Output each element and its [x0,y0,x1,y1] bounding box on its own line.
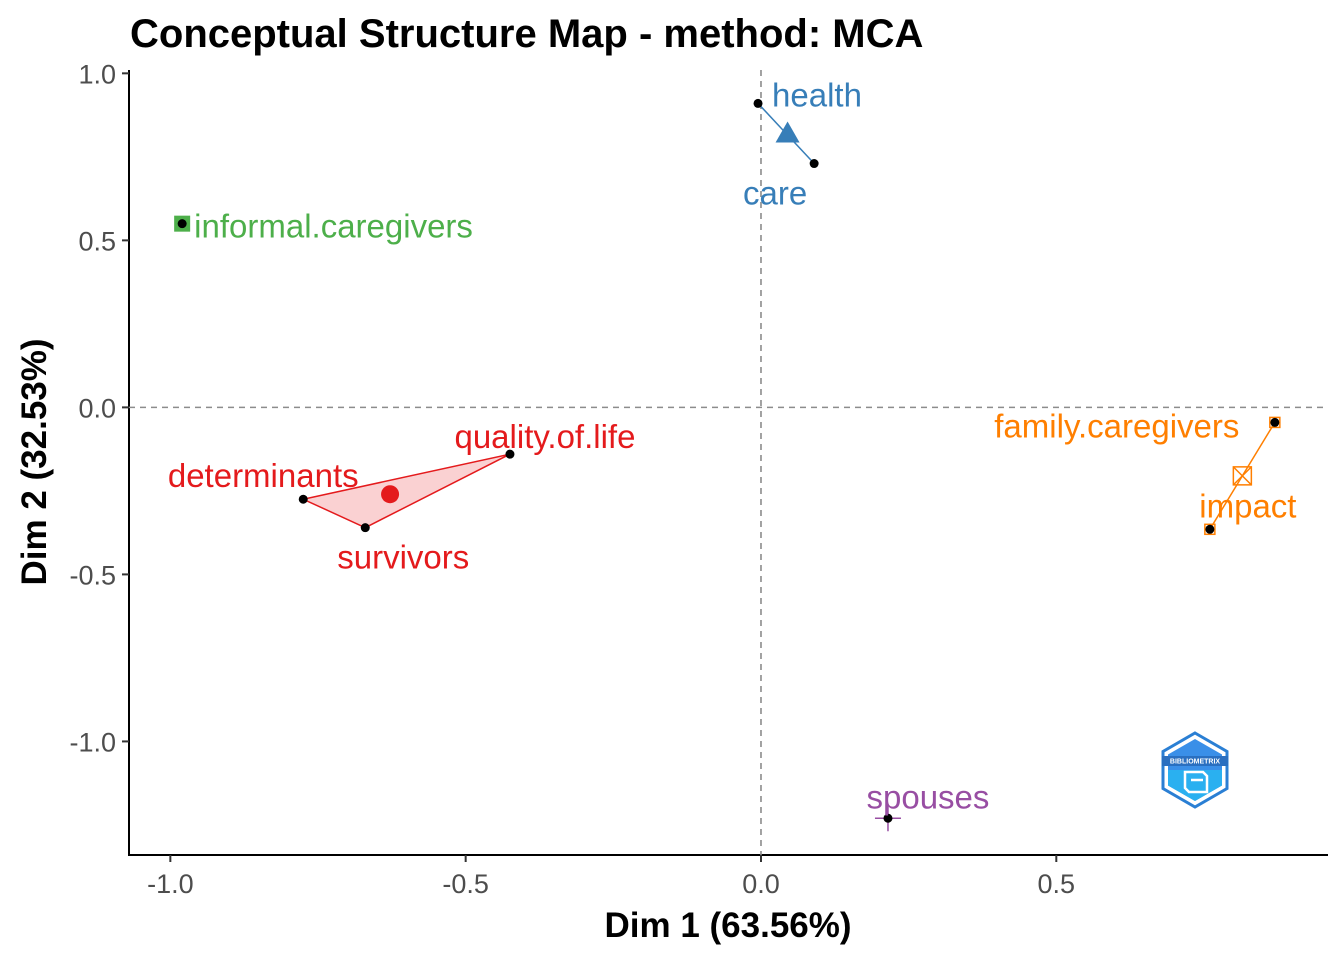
data-point [360,523,370,533]
data-point-frame [1204,523,1216,536]
y-tick-label: 0.0 [78,393,116,423]
y-tick-label: -0.5 [69,560,116,590]
point-label: care [743,175,807,212]
data-point-frame [1269,416,1281,429]
cluster-centroid-x-2 [1232,466,1252,486]
cluster: health care [743,76,862,211]
bibliometrix-logo: BIBLIOMETRIX [1161,731,1229,809]
x-tick-label: -0.5 [442,869,489,899]
logo-text: BIBLIOMETRIX [1170,759,1220,766]
logo-banner [1162,756,1228,766]
point-label: health [772,76,862,113]
data-point [883,813,893,823]
data-point [298,494,308,504]
cluster: informal.caregivers [174,208,473,245]
y-axis-ticks: 1.0 0.5 0.0 -0.5 -1.0 [69,59,129,757]
point-label: survivors [337,539,469,576]
x-axis-ticks: -1.0 -0.5 0.0 0.5 [147,855,1075,899]
x-tick-label: -1.0 [147,869,194,899]
chart-title: Conceptual Structure Map - method: MCA [130,12,923,56]
x-tick-label: 0.0 [742,869,780,899]
point-label: spouses [867,778,990,815]
point-label: impact [1199,487,1296,524]
clusters: quality.of.life determinants survivors heal… [168,76,1296,832]
data-point [1270,417,1280,427]
x-axis-title: Dim 1 (63.56%) [604,906,851,945]
cluster-centroid-triangle [775,121,800,143]
data-point [753,98,763,108]
reference-lines [129,70,1328,855]
y-tick-label: -1.0 [69,727,116,757]
logo-book-icon [1183,770,1209,794]
cluster: family.caregivers impact [994,407,1296,536]
cluster: quality.of.life determinants survivors [168,418,636,575]
data-point [177,219,187,229]
point-label: informal.caregivers [194,208,473,245]
logo-hexagon [1161,731,1229,809]
x-tick-label: 0.5 [1038,869,1076,899]
y-tick-label: 0.5 [78,226,116,256]
data-point [1205,524,1215,534]
point-label: determinants [168,457,359,494]
data-point [809,159,819,169]
cluster: spouses [867,778,990,832]
logo-hexagon-lower [1168,770,1222,801]
y-tick-label: 1.0 [78,59,116,89]
cluster-centroid-circle [381,485,400,504]
cluster-hull [300,453,511,529]
point-label: family.caregivers [994,407,1239,444]
point-label: quality.of.life [454,418,635,455]
plot-area [128,70,1328,856]
cluster-centroid-square-x [1232,466,1253,486]
data-point [505,449,515,459]
y-axis-title: Dim 2 (32.53%) [15,338,54,585]
